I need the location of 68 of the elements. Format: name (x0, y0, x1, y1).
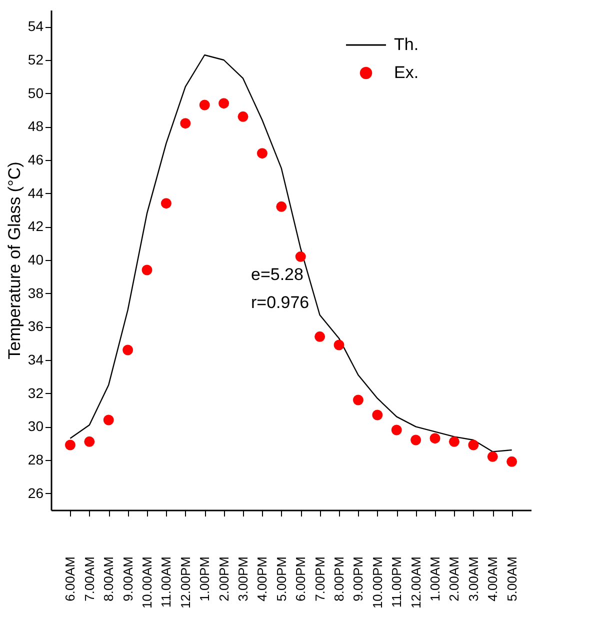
x-tick-label: 3.00PM (236, 556, 250, 602)
x-tick-label: 12.00AM (408, 556, 424, 609)
y-tick-label: 46 (28, 152, 44, 168)
point (64, 440, 76, 450)
x-tick-label: 1.00PM (197, 556, 212, 602)
x-tick-label: 9.00AM (120, 556, 136, 602)
y-tick-label: 50 (28, 84, 44, 101)
y-tick-label: 26 (28, 484, 44, 501)
point (238, 111, 248, 122)
point (199, 100, 210, 110)
x-tick-label: 1.00AM (428, 556, 442, 602)
x-tick-label: 6.00PM (293, 556, 308, 602)
x-tick-label: 10.00PM (370, 556, 385, 609)
x-tick-label: 11.00AM (158, 556, 174, 608)
point (410, 434, 422, 446)
point (506, 456, 518, 467)
point (334, 340, 344, 350)
x-tick-label: 11.00PM (389, 556, 404, 608)
y-tick-label: 54 (28, 18, 44, 34)
x-tick-label: 8.00PM (332, 556, 346, 602)
y-tick-label: 48 (28, 118, 44, 134)
x-tick-label: 7.00PM (312, 556, 328, 602)
x-tick-label: 8.00AM (101, 556, 116, 602)
y-tick-label: 32 (28, 384, 44, 401)
x-tick-label: 3.00AM (466, 556, 481, 602)
point (314, 331, 326, 342)
point (430, 433, 440, 444)
y-tick-label: 44 (28, 184, 44, 201)
point (372, 410, 383, 420)
point (295, 251, 306, 262)
y-tick-label: 30 (28, 418, 44, 434)
x-tick-label: 5.00AM (504, 556, 520, 602)
point (352, 394, 364, 406)
y-tick-label: 42 (28, 218, 44, 234)
annotation: e=5.28 (251, 265, 304, 284)
x-tick-label: 2.00PM (216, 556, 232, 602)
point (256, 148, 268, 159)
point (180, 118, 191, 129)
point (84, 436, 95, 447)
x-tick-label: 4.00AM (485, 556, 500, 602)
x-tick-label: 4.00PM (254, 556, 270, 602)
y-axis-title: Temperature of Glass (°C) (4, 162, 24, 360)
x-tick-label: 7.00AM (82, 556, 97, 602)
y-tick-label: 52 (28, 52, 44, 68)
point (468, 440, 479, 450)
x-tick-label: 12.00PM (178, 556, 193, 609)
annotation: r=0.976 (251, 293, 310, 312)
x-tick-label: 6.00AM (62, 556, 78, 602)
legend-label: Th. (394, 35, 419, 54)
point (276, 201, 287, 212)
point (218, 98, 230, 109)
y-tick-label: 40 (28, 252, 44, 268)
legend-label: Ex. (394, 63, 419, 82)
point (391, 424, 402, 436)
y-tick-label: 36 (28, 318, 44, 334)
x-tick-label: 2.00AM (446, 556, 462, 602)
x-tick-label: 5.00PM (274, 556, 289, 602)
point (142, 264, 152, 276)
point (160, 198, 172, 209)
point (487, 451, 498, 462)
point (103, 414, 114, 426)
y-tick-label: 34 (28, 352, 44, 368)
x-tick-label: 10.00AM (140, 556, 154, 609)
y-tick-label: 28 (28, 452, 44, 468)
x-tick-label: 9.00PM (350, 556, 366, 602)
point (448, 436, 460, 447)
y-tick-label: 38 (28, 284, 44, 301)
point (122, 344, 134, 356)
